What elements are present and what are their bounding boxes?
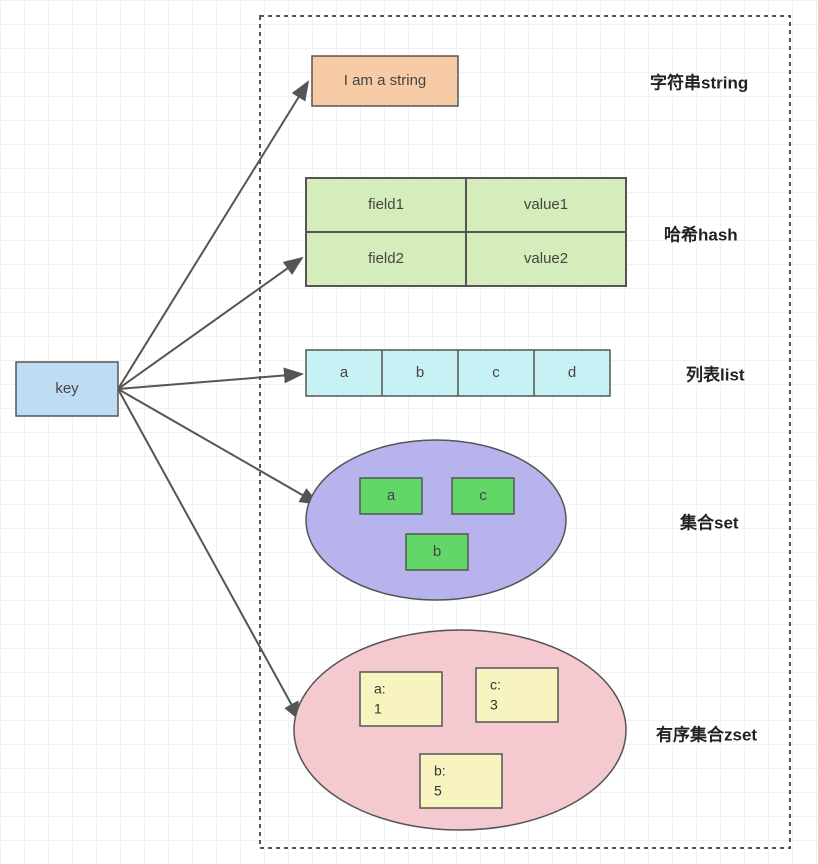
svg-text:5: 5 [434,783,442,799]
svg-text:a: a [387,487,396,504]
svg-text:a:: a: [374,681,386,697]
diagram-svg: key I am a string 字符串string field1 value1 fie… [0,0,818,864]
arrow-2 [118,374,302,389]
hash-type-label: 哈希hash [664,224,738,244]
svg-text:c:: c: [490,677,501,693]
zset-type-label: 有序集合zset [656,724,757,744]
string-type-label: 字符串string [650,72,748,92]
svg-text:value2: value2 [524,250,568,267]
svg-text:d: d [568,364,576,381]
arrow-3 [118,389,318,504]
hash-table [306,178,626,286]
svg-text:a: a [340,364,349,381]
key-label: key [55,380,79,397]
zset-ellipse [294,630,626,830]
svg-text:b: b [433,543,441,560]
list-type-label: 列表list [686,364,745,384]
svg-text:I am a string: I am a string [344,72,427,89]
arrow-4 [118,389,300,720]
svg-text:field2: field2 [368,250,404,267]
svg-text:field1: field1 [368,196,404,213]
svg-text:value1: value1 [524,196,568,213]
svg-text:1: 1 [374,701,382,717]
svg-text:3: 3 [490,697,498,713]
arrow-0 [118,82,308,389]
list-row [306,350,610,396]
svg-text:b: b [416,364,424,381]
set-ellipse [306,440,566,600]
svg-text:c: c [492,364,500,381]
svg-text:c: c [479,487,487,504]
svg-text:b:: b: [434,763,446,779]
arrow-1 [118,258,302,389]
set-type-label: 集合set [679,512,739,532]
